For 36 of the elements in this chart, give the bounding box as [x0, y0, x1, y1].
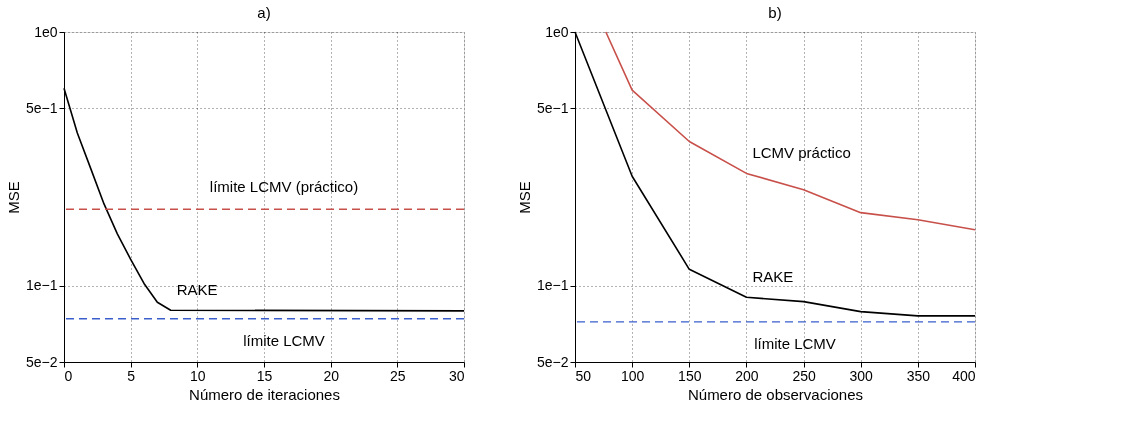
series-label: RAKE: [176, 281, 218, 299]
y-axis-title: MSE: [515, 181, 533, 214]
chart-title: a): [257, 4, 271, 21]
x-tick-label: 350: [906, 367, 931, 384]
y-axis-title: MSE: [4, 181, 22, 214]
x-axis-title: Número de iteraciones: [189, 385, 340, 403]
y-tick-label: 1e0: [34, 23, 58, 40]
x-tick-label: 100: [620, 367, 645, 384]
x-tick-label: 50: [575, 367, 592, 384]
x-tick-label: 20: [323, 367, 340, 384]
y-tick-label: 5e−1: [25, 99, 58, 116]
x-tick-label: 300: [849, 367, 874, 384]
chart-title: b): [768, 4, 782, 21]
y-tick-label: 1e−1: [25, 277, 58, 294]
y-tick-label: 1e−1: [536, 277, 569, 294]
x-tick-label: 5: [127, 367, 136, 384]
ref-line-label: límite LCMV (práctico): [209, 178, 359, 196]
y-tick-label: 5e−1: [536, 99, 569, 116]
x-tick-label: 0: [64, 367, 73, 384]
y-tick-label: 5e−2: [536, 353, 569, 370]
series-label: RAKE: [752, 268, 794, 286]
x-axis-title: Número de observaciones: [687, 385, 864, 403]
x-tick-label: 250: [792, 367, 816, 384]
x-tick-label: 10: [190, 367, 206, 384]
x-tick-label: 15: [256, 367, 273, 384]
x-tick-label: 25: [390, 367, 406, 384]
y-tick-label: 1e0: [545, 23, 569, 40]
x-tick-label: 150: [678, 367, 702, 384]
x-tick-label: 200: [735, 367, 759, 384]
x-tick-label: 400: [952, 367, 976, 384]
ref-line-label: límite LCMV: [243, 331, 325, 349]
ref-line-label: límite LCMV: [754, 334, 836, 352]
y-tick-label: 5e−2: [25, 353, 58, 370]
x-tick-label: 30: [448, 367, 465, 384]
line-series: [605, 31, 976, 231]
series-label: LCMV práctico: [752, 144, 851, 162]
